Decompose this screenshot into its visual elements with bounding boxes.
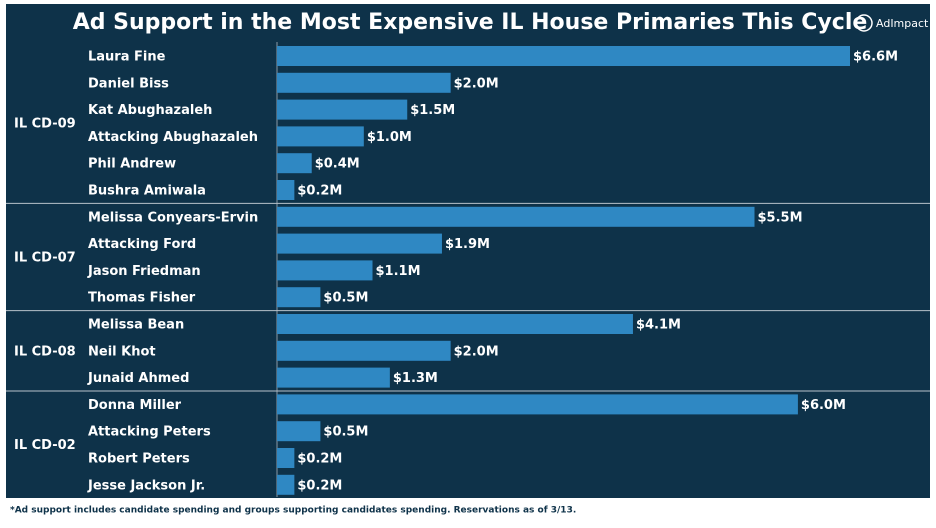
category-label: Laura Fine — [88, 50, 166, 65]
group-label: IL CD-07 — [14, 251, 76, 266]
category-label: Attacking Ford — [88, 237, 196, 252]
value-label: $2.0M — [454, 344, 499, 359]
value-label: $2.0M — [454, 76, 499, 91]
bar — [277, 153, 312, 174]
group-label: IL CD-09 — [14, 117, 76, 132]
value-label: $0.4M — [315, 157, 360, 172]
value-label: $1.5M — [410, 103, 455, 118]
bar — [277, 206, 755, 227]
chart-background — [6, 4, 930, 498]
value-label: $0.5M — [323, 425, 368, 440]
bar — [277, 46, 850, 66]
value-label: $0.5M — [323, 291, 368, 306]
logo-icon — [855, 14, 873, 32]
bar — [277, 260, 373, 281]
bar — [277, 314, 633, 334]
category-label: Jesse Jackson Jr. — [87, 478, 205, 493]
value-label: $1.3M — [393, 371, 438, 386]
category-label: Neil Khot — [88, 344, 156, 359]
bar — [277, 126, 364, 147]
logo: AdImpact — [855, 14, 929, 32]
footnote: *Ad support includes candidate spending … — [10, 506, 576, 516]
bar — [277, 233, 442, 254]
note-background — [6, 498, 930, 522]
category-label: Bushra Amiwala — [88, 184, 206, 199]
bar — [277, 72, 451, 93]
category-label: Phil Andrew — [88, 157, 176, 172]
value-label: $6.6M — [853, 50, 898, 65]
bar — [277, 367, 390, 388]
chart-title: Ad Support in the Most Expensive IL Hous… — [73, 10, 868, 35]
bar — [277, 340, 451, 361]
bar — [277, 421, 321, 442]
bar — [277, 474, 295, 495]
category-label: Kat Abughazaleh — [88, 103, 212, 118]
value-label: $6.0M — [801, 398, 846, 413]
bar — [277, 99, 408, 120]
bar — [277, 287, 321, 308]
category-label: Junaid Ahmed — [87, 371, 189, 386]
category-label: Attacking Abughazaleh — [88, 130, 258, 145]
group-label: IL CD-02 — [14, 438, 76, 453]
value-label: $1.0M — [367, 130, 412, 145]
value-label: $4.1M — [636, 318, 681, 333]
value-label: $5.5M — [758, 210, 803, 225]
value-label: $0.2M — [297, 452, 342, 467]
category-label: Robert Peters — [88, 452, 190, 467]
value-label: $1.1M — [376, 264, 421, 279]
logo-text: AdImpact — [876, 17, 929, 30]
value-label: $1.9M — [445, 237, 490, 252]
bar — [277, 394, 798, 415]
category-label: Melissa Bean — [88, 318, 184, 333]
category-label: Jason Friedman — [87, 264, 201, 279]
group-label: IL CD-08 — [14, 344, 76, 359]
category-label: Daniel Biss — [88, 76, 169, 91]
bar — [277, 180, 295, 200]
category-label: Melissa Conyears-Ervin — [88, 210, 258, 225]
category-label: Donna Miller — [88, 398, 182, 413]
bar — [277, 448, 295, 468]
value-label: $0.2M — [297, 478, 342, 493]
category-label: Attacking Peters — [88, 425, 211, 440]
category-label: Thomas Fisher — [88, 291, 196, 306]
value-label: $0.2M — [297, 184, 342, 199]
